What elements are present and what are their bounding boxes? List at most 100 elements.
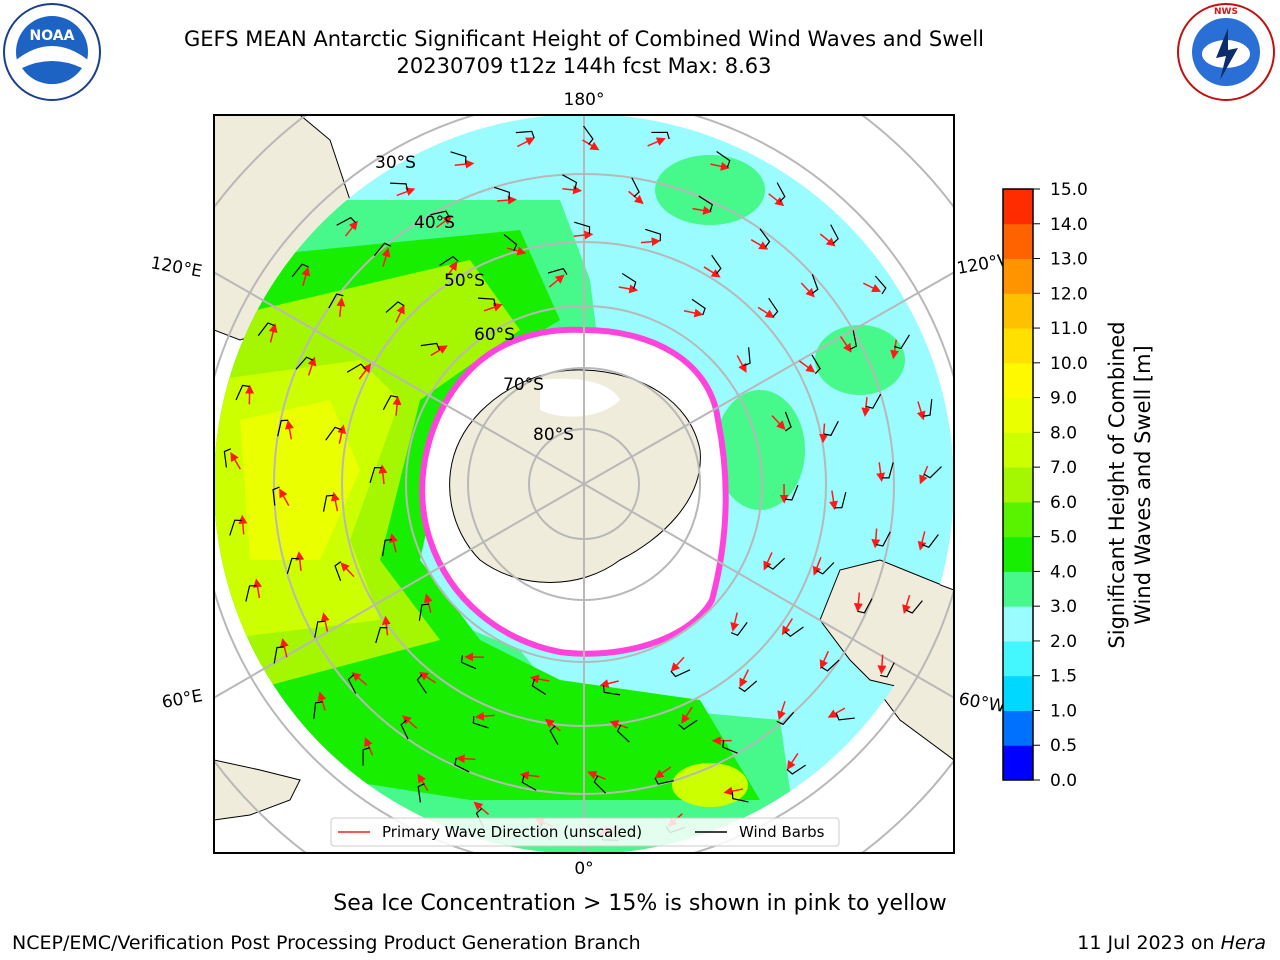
colorbar-segment <box>1003 258 1033 294</box>
wave-legend-label: Primary Wave Direction (unscaled) <box>382 823 642 841</box>
wave-direction-arrow <box>750 239 769 250</box>
wave-direction-arrow <box>340 562 355 578</box>
wind-barb <box>314 620 325 638</box>
wave-direction-arrow <box>381 247 391 267</box>
host-name: Hera <box>1220 932 1266 954</box>
wind-barb <box>416 674 427 694</box>
wave-direction-arrow <box>455 754 476 764</box>
wave-direction-arrow <box>573 230 594 240</box>
colorbar-tick-label: 0.5 <box>1050 736 1077 756</box>
wind-barb <box>336 216 357 226</box>
wind-barb <box>450 151 467 164</box>
colorbar-tick-label: 5.0 <box>1050 528 1077 548</box>
wave-direction-arrow <box>507 246 527 256</box>
lon-label-120e: 120°E <box>149 253 203 282</box>
date-text: 11 Jul 2023 on <box>1077 932 1221 954</box>
wind-barb <box>776 711 795 726</box>
lat-label: 60°S <box>474 325 515 345</box>
wind-barb <box>549 725 559 745</box>
wave-direction-arrow <box>435 215 453 229</box>
wave-direction-arrow <box>839 335 852 353</box>
colorbar-label-line1: Significant Height of Combined <box>1105 321 1129 648</box>
wind-barb <box>865 393 882 409</box>
wind-barb <box>454 757 470 773</box>
colorbar-segment <box>1003 710 1033 746</box>
wind-barb <box>439 255 459 266</box>
antarctica-coast-ice <box>540 378 620 417</box>
wind-barb <box>875 531 891 547</box>
generated-date: 11 Jul 2023 on Hera <box>1077 932 1266 954</box>
wave-direction-arrow <box>474 711 495 721</box>
wave-direction-arrow <box>786 753 799 770</box>
wind-barb <box>277 419 289 437</box>
wind-barb <box>711 254 722 275</box>
colorbar-tick-label: 1.5 <box>1050 667 1077 687</box>
wave-direction-arrow <box>364 737 374 756</box>
wind-barb <box>821 659 840 672</box>
wave-direction-arrow <box>730 612 740 632</box>
wind-barb <box>880 662 895 678</box>
wave-direction-arrow <box>681 706 693 724</box>
wave-direction-arrow <box>562 185 583 195</box>
colorbar-segment <box>1003 397 1033 433</box>
wave-direction-arrow <box>307 356 317 376</box>
lon-label-180: 180° <box>564 90 605 110</box>
wave-direction-arrow <box>253 578 263 599</box>
wave-direction-arrow <box>430 345 448 357</box>
wave-direction-arrow <box>389 533 398 553</box>
wind-legend-label: Wind Barbs <box>739 823 825 841</box>
wave-direction-arrow <box>337 424 347 444</box>
wind-barb <box>334 561 342 582</box>
wave-direction-arrow <box>336 297 346 317</box>
wind-barb <box>562 174 578 190</box>
colorbar-tick-label: 1.0 <box>1050 701 1077 721</box>
chart-subtitle: 20230709 t12z 144h fcst Max: 8.63 <box>396 54 772 78</box>
colorbar-tick-label: 13.0 <box>1050 250 1088 270</box>
wave-direction-arrow <box>628 190 644 205</box>
wind-barb <box>583 125 594 145</box>
wave-direction-arrow <box>396 187 416 197</box>
colorbar-segment <box>1003 189 1033 225</box>
wind-barb <box>503 234 518 252</box>
wind-barb <box>823 420 839 437</box>
wind-barb <box>881 462 894 479</box>
wave-direction-arrow <box>777 701 786 721</box>
wave-direction-arrow <box>344 220 358 237</box>
wave-direction-arrow <box>378 464 388 485</box>
wind-barb <box>738 680 758 693</box>
colorbar-tick-label: 12.0 <box>1050 284 1088 304</box>
wind-barb <box>784 484 799 501</box>
wave-direction-arrow <box>268 323 278 343</box>
wave-direction-arrow <box>544 718 561 732</box>
wind-barb <box>430 210 450 218</box>
wave-direction-arrow <box>670 656 685 672</box>
colorbar-segment <box>1003 223 1033 260</box>
wave-direction-arrow <box>599 679 619 688</box>
wind-barb <box>923 399 933 417</box>
wind-barb <box>654 777 674 785</box>
colorbar-segment <box>1003 536 1033 572</box>
colorbar-tick-label: 15.0 <box>1050 180 1088 200</box>
wind-barb <box>874 275 887 295</box>
wave-direction-arrow <box>683 308 704 318</box>
wind-barb <box>631 177 640 198</box>
colorbar-tick-label: 14.0 <box>1050 215 1088 235</box>
wave-direction-arrow <box>609 720 629 729</box>
wind-barb <box>766 557 786 570</box>
colorbar-frame <box>1002 188 1034 781</box>
wind-barb <box>460 655 477 670</box>
colorbar-segment <box>1003 293 1033 329</box>
lon-label-60w: 60°W <box>957 689 1007 717</box>
wave-direction-arrow <box>320 612 330 632</box>
wind-barb <box>328 293 344 309</box>
wind-barb <box>235 384 250 401</box>
wind-barb <box>768 297 779 318</box>
lat-label: 50°S <box>444 271 485 291</box>
wave-direction-arrow <box>819 423 829 444</box>
lat-label: 80°S <box>533 425 574 445</box>
wind-barb <box>477 297 496 307</box>
wind-barb <box>678 719 698 730</box>
wave-direction-arrow <box>279 488 290 507</box>
lat-label: 30°S <box>375 153 416 173</box>
wind-barb <box>602 685 621 696</box>
